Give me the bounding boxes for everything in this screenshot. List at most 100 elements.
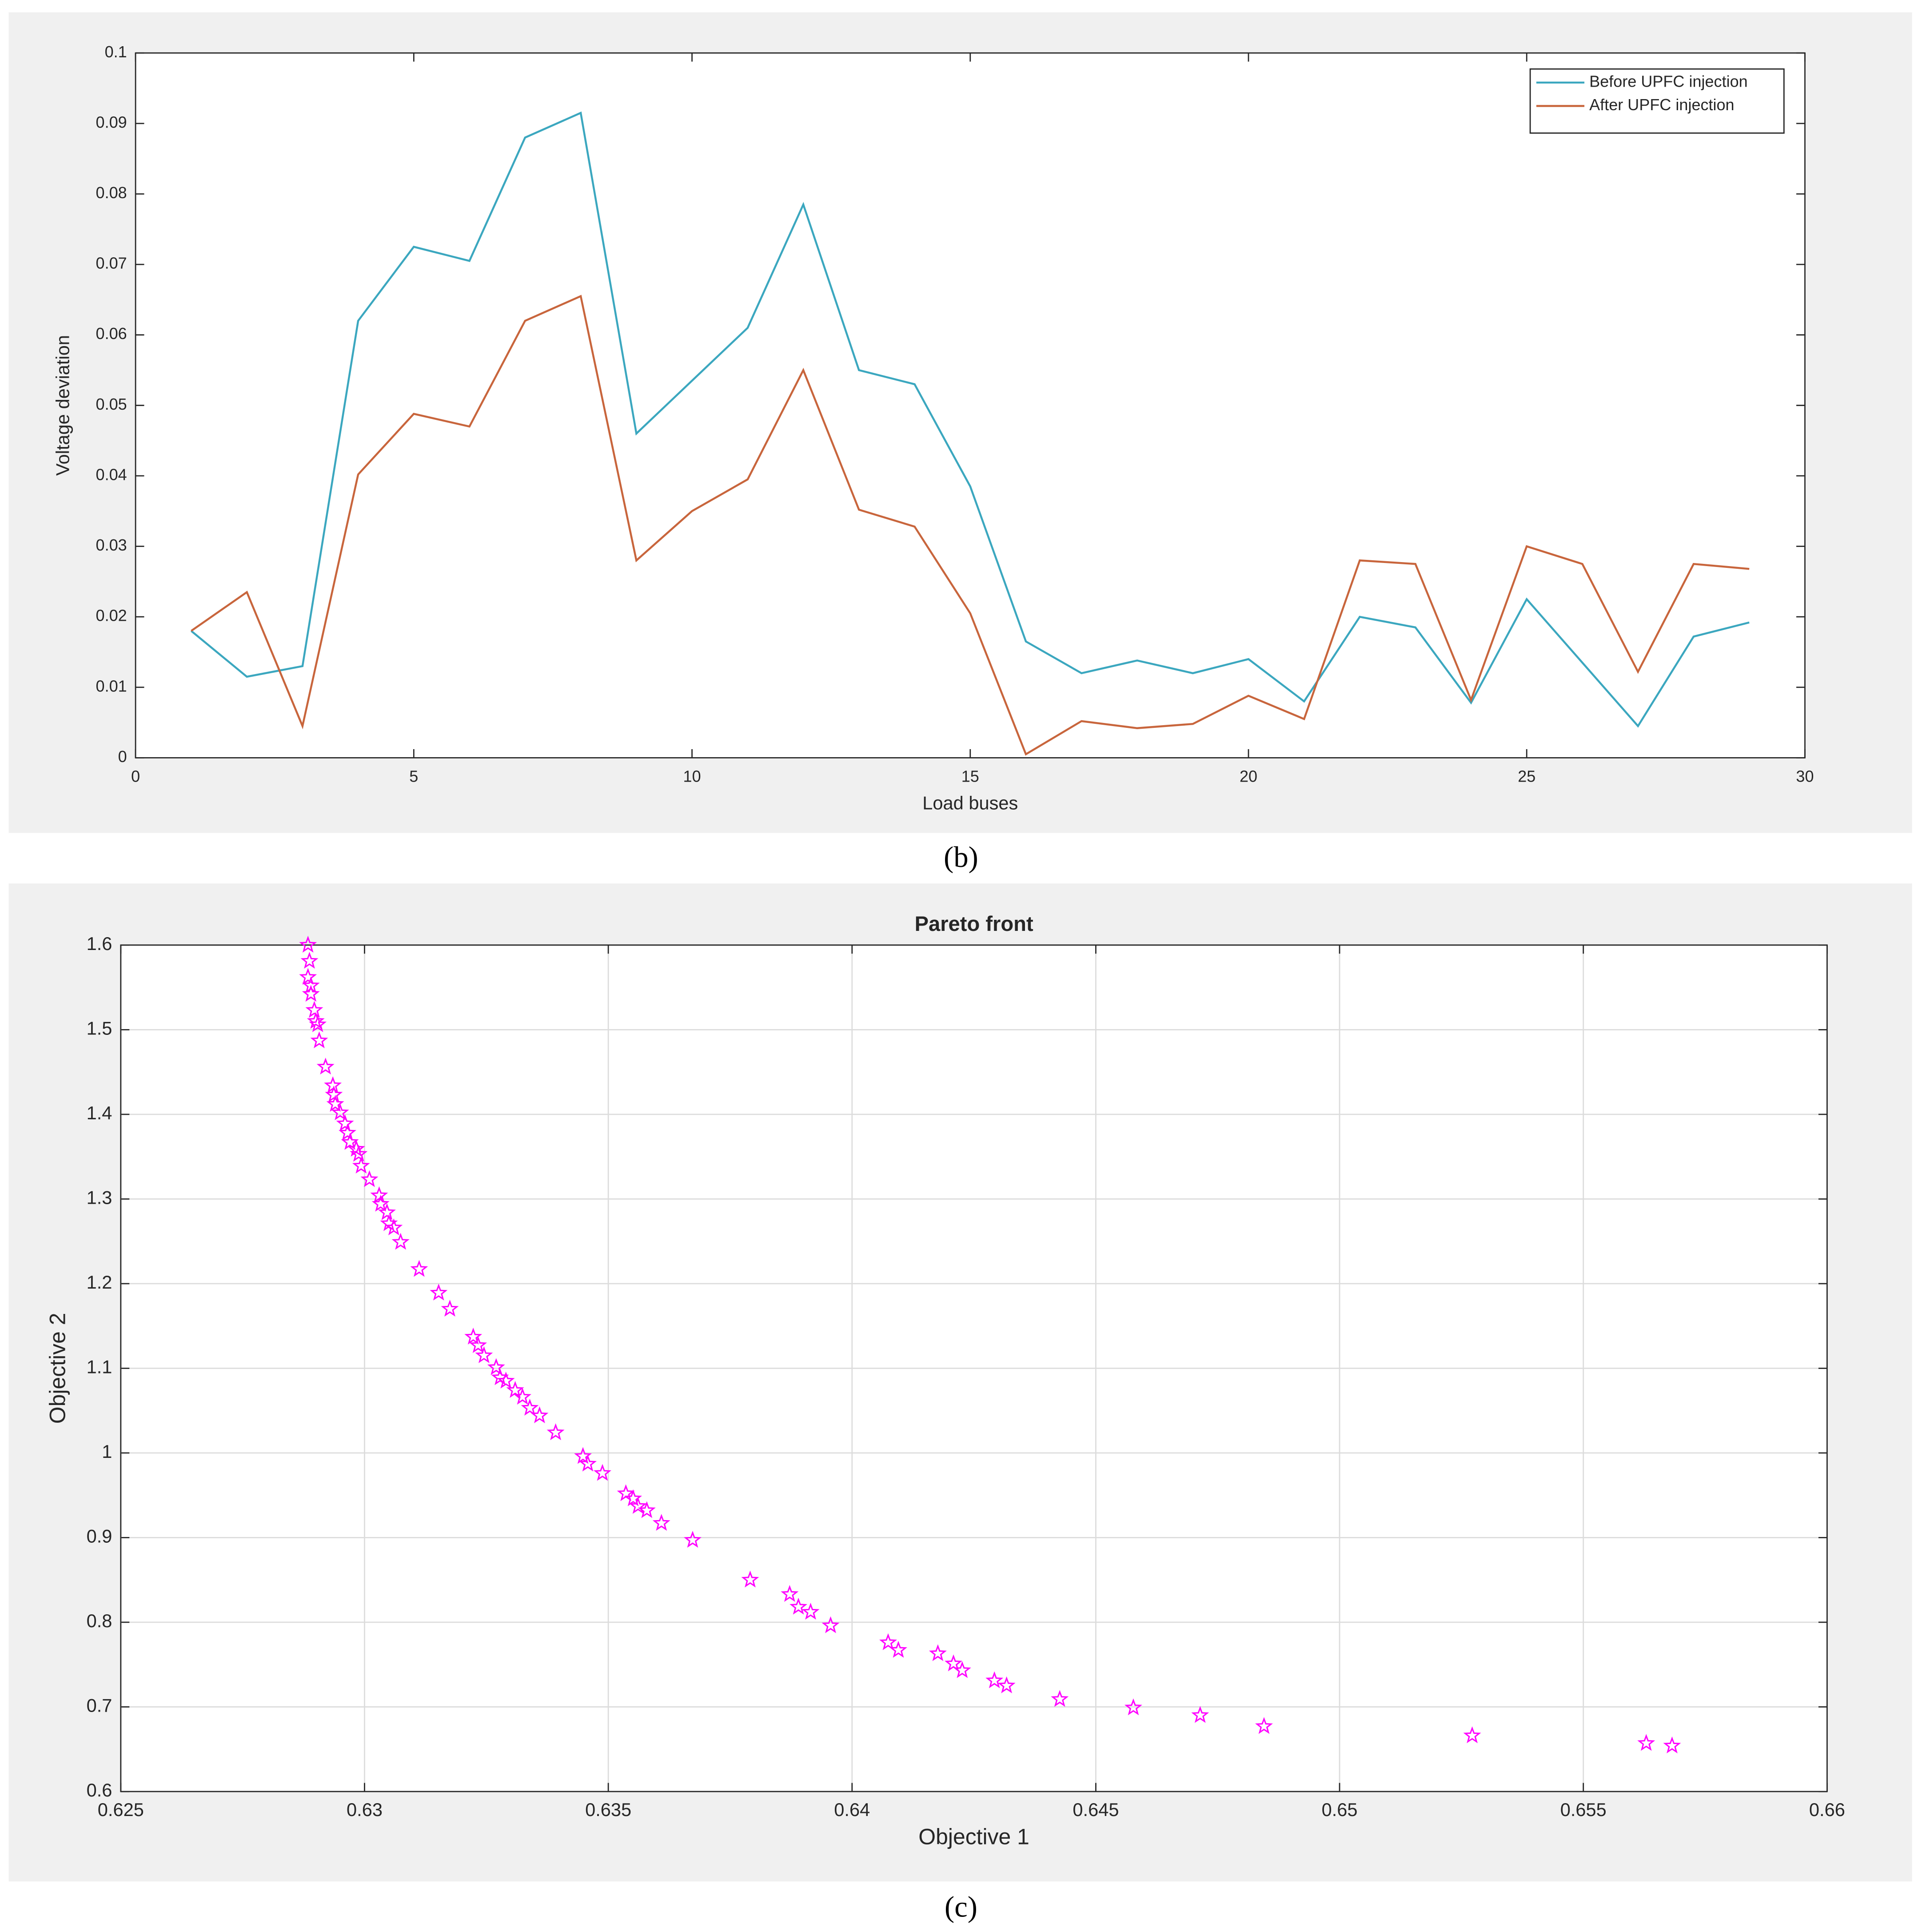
scatter-point (336, 1114, 354, 1131)
y-tick-label: 0.7 (87, 1695, 112, 1716)
y-tick-label: 0.03 (96, 536, 127, 554)
axes-box (135, 52, 1806, 758)
scatter-point (430, 1283, 448, 1301)
scatter-point (1255, 1717, 1273, 1734)
plot-area (136, 53, 1805, 758)
scatter-point (299, 935, 317, 953)
scatter-point (546, 1423, 565, 1441)
scatter-point (307, 1012, 325, 1029)
x-tick-label: 0.625 (98, 1799, 144, 1820)
scatter-point (781, 1585, 799, 1602)
scatter-point (325, 1086, 343, 1103)
y-tick-label: 0.6 (87, 1780, 112, 1800)
scatter-point (929, 1644, 947, 1661)
x-tick-label: 25 (1518, 767, 1535, 785)
x-tick-label: 0.63 (347, 1799, 383, 1820)
scatter-point (305, 1001, 323, 1018)
caption: (b) (944, 841, 978, 874)
y-tick-label: 0.01 (96, 677, 127, 695)
scatter-point (530, 1406, 549, 1424)
scatter-point (371, 1194, 390, 1212)
x-tick-label: 0.66 (1809, 1799, 1845, 1820)
y-tick-label: 1.5 (87, 1018, 112, 1038)
y-tick-label: 1.4 (87, 1102, 112, 1123)
scatter-point (487, 1358, 505, 1375)
y-tick-label: 1 (102, 1441, 112, 1462)
scatter-point (497, 1371, 515, 1389)
scatter-point (514, 1388, 531, 1405)
scatter-point (469, 1336, 487, 1353)
y-tick-label: 0.04 (96, 465, 127, 483)
scatter-point (594, 1464, 611, 1481)
x-tick-label: 20 (1240, 767, 1257, 785)
legend-label: Before UPFC injection (1589, 72, 1747, 90)
series-line (191, 295, 1750, 756)
scatter-point (302, 985, 320, 1002)
scatter-point (391, 1233, 410, 1250)
scatter-point (521, 1398, 539, 1416)
scatter-point (1051, 1690, 1069, 1707)
scatter-point (316, 1058, 335, 1075)
y-tick-label: 0.06 (96, 324, 127, 343)
scatter-point (953, 1661, 971, 1678)
y-tick-label: 0.08 (96, 184, 127, 202)
legend-label: After UPFC injection (1589, 96, 1734, 114)
y-tick-label: 0.09 (96, 113, 127, 131)
scatter-point (624, 1489, 642, 1506)
y-axis-label: Voltage deviation (52, 335, 73, 476)
scatter-point (574, 1447, 592, 1464)
scatter-point (352, 1157, 370, 1174)
scatter-point (579, 1454, 597, 1472)
y-axis-label: Objective 2 (45, 1313, 70, 1424)
scatter-point (1463, 1726, 1481, 1744)
scatter-point (475, 1346, 493, 1363)
y-tick-label: 0 (118, 747, 127, 766)
scatter-point (309, 1015, 327, 1032)
scatter-point (302, 976, 320, 994)
scatter-point (741, 1570, 759, 1588)
scatter-point (441, 1300, 459, 1317)
scatter-point (889, 1641, 907, 1658)
caption: (c) (945, 1891, 977, 1923)
scatter-point (464, 1327, 482, 1345)
scatter-point (385, 1218, 403, 1236)
scatter-point (360, 1170, 379, 1187)
x-tick-label: 0.635 (585, 1799, 631, 1820)
scatter-point (1663, 1736, 1681, 1754)
y-tick-label: 1.3 (87, 1187, 112, 1208)
x-tick-label: 15 (961, 767, 979, 785)
y-tick-label: 1.2 (87, 1272, 112, 1293)
x-tick-label: 0.645 (1073, 1799, 1119, 1820)
x-tick-label: 0 (131, 767, 140, 785)
scatter-point (506, 1381, 524, 1398)
y-tick-label: 0.07 (96, 254, 127, 272)
scatter-point (300, 952, 319, 969)
scatter-point (821, 1616, 840, 1633)
y-tick-label: 0.1 (105, 43, 127, 61)
scatter-point (339, 1123, 357, 1141)
x-tick-label: 5 (409, 767, 418, 785)
scatter-point (350, 1145, 368, 1162)
scatter-point (331, 1103, 349, 1121)
scatter-point (879, 1633, 897, 1650)
x-tick-label: 0.65 (1322, 1799, 1358, 1820)
scatter-point (629, 1497, 647, 1514)
scatter-point (1124, 1698, 1142, 1716)
y-tick-label: 1.6 (87, 933, 112, 954)
scatter-point (652, 1513, 670, 1531)
x-tick-label: 10 (683, 767, 701, 785)
scatter-point (801, 1603, 820, 1620)
x-tick-label: 30 (1796, 767, 1814, 785)
scatter-point (997, 1676, 1016, 1693)
scatter-point (310, 1031, 328, 1049)
scatter-point (341, 1133, 359, 1150)
x-axis-label: Load buses (922, 793, 1018, 814)
axes-box (120, 944, 1828, 1792)
scatter-point (638, 1501, 656, 1518)
y-tick-label: 0.8 (87, 1610, 112, 1631)
x-axis-label: Objective 1 (918, 1824, 1029, 1849)
scatter-point (299, 968, 317, 985)
scatter-point (1637, 1734, 1655, 1751)
x-tick-label: 0.64 (834, 1799, 870, 1820)
